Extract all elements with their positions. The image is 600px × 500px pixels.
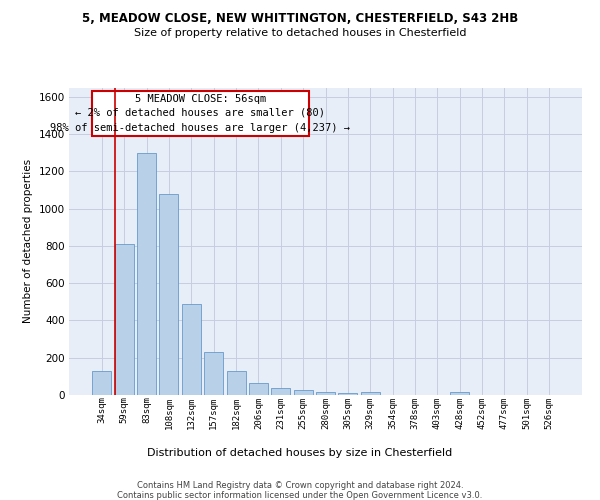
Text: ← 2% of detached houses are smaller (80): ← 2% of detached houses are smaller (80): [75, 108, 325, 118]
Bar: [450, 392, 469, 395]
Bar: [293, 390, 313, 395]
Text: 5 MEADOW CLOSE: 56sqm: 5 MEADOW CLOSE: 56sqm: [134, 94, 266, 104]
Bar: [160, 194, 178, 395]
Text: Contains HM Land Registry data © Crown copyright and database right 2024.: Contains HM Land Registry data © Crown c…: [137, 481, 463, 490]
Bar: [204, 352, 223, 395]
Bar: [361, 392, 380, 395]
Y-axis label: Number of detached properties: Number of detached properties: [23, 159, 33, 324]
Bar: [182, 304, 201, 395]
Text: Distribution of detached houses by size in Chesterfield: Distribution of detached houses by size …: [148, 448, 452, 458]
Bar: [249, 383, 268, 395]
FancyBboxPatch shape: [92, 91, 309, 136]
Bar: [115, 244, 134, 395]
Bar: [227, 371, 245, 395]
Text: 5, MEADOW CLOSE, NEW WHITTINGTON, CHESTERFIELD, S43 2HB: 5, MEADOW CLOSE, NEW WHITTINGTON, CHESTE…: [82, 12, 518, 26]
Text: Size of property relative to detached houses in Chesterfield: Size of property relative to detached ho…: [134, 28, 466, 38]
Text: 98% of semi-detached houses are larger (4,237) →: 98% of semi-detached houses are larger (…: [50, 123, 350, 133]
Bar: [92, 371, 112, 395]
Bar: [316, 392, 335, 395]
Bar: [338, 393, 358, 395]
Text: Contains public sector information licensed under the Open Government Licence v3: Contains public sector information licen…: [118, 491, 482, 500]
Bar: [271, 388, 290, 395]
Bar: [137, 152, 156, 395]
